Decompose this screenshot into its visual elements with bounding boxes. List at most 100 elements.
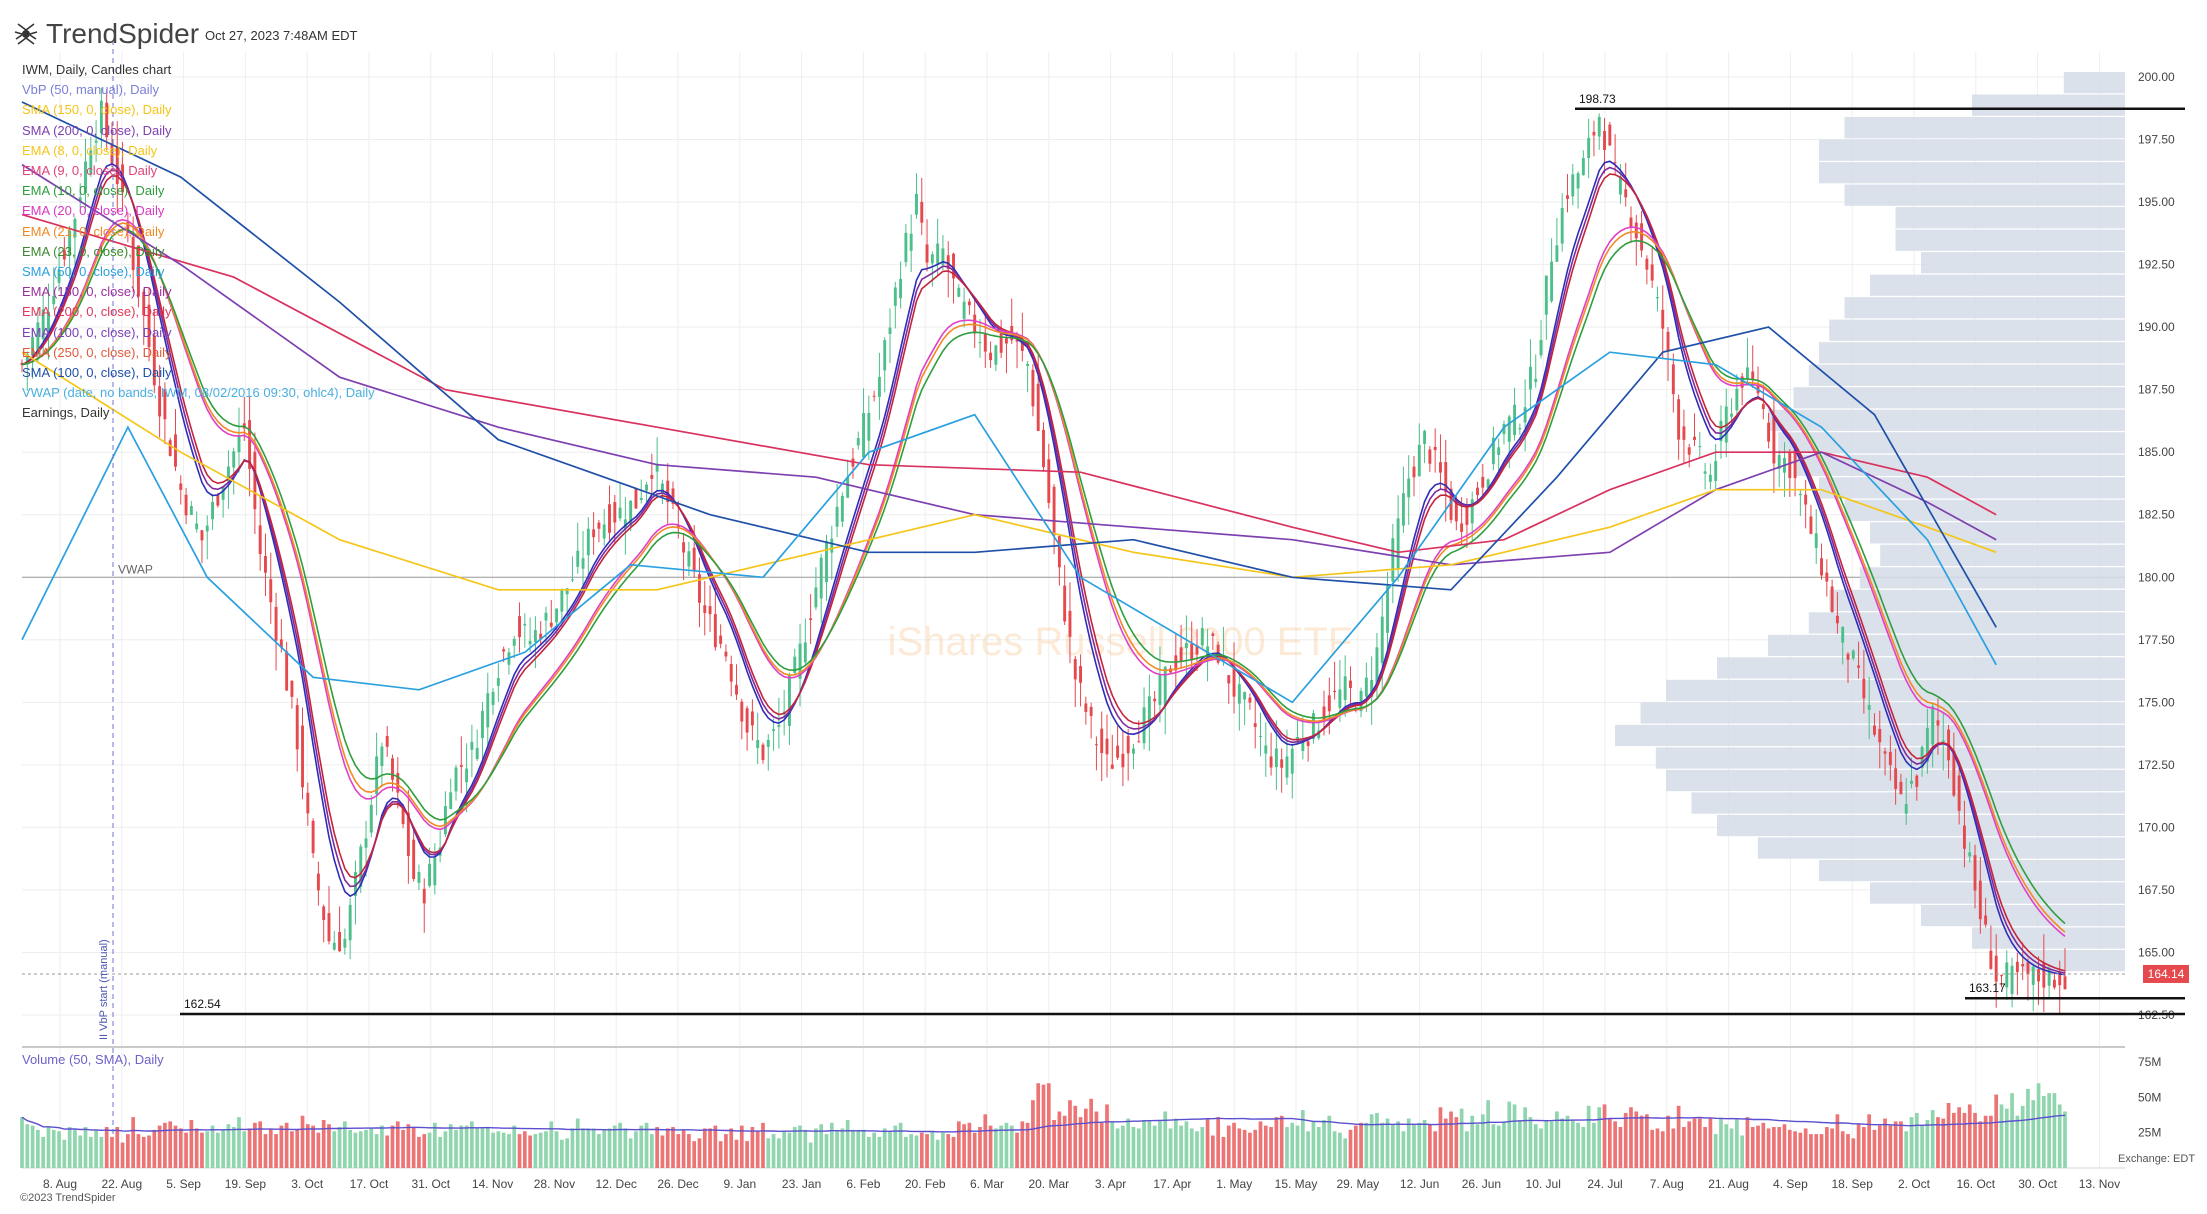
x-tick-label: 14. Nov (472, 1177, 513, 1191)
volume-bar (1750, 1127, 1755, 1168)
legend-item[interactable]: EMA (23, 0, close), Daily (22, 243, 165, 259)
volume-bar (1147, 1121, 1152, 1168)
candle-body (496, 678, 500, 686)
vbp-bar (1717, 657, 2125, 679)
volume-bar (1417, 1122, 1422, 1168)
vbp-bar (1768, 409, 2125, 431)
legend-item[interactable]: SMA (150, 0, close), Daily (22, 102, 172, 118)
volume-bar (470, 1121, 474, 1168)
volume-bar (1179, 1125, 1183, 1168)
volume-bar (168, 1121, 173, 1168)
candle-body (99, 100, 103, 134)
ma-line (21, 213, 1997, 554)
volume-bar (1697, 1118, 1702, 1168)
legend-item[interactable]: EMA (100, 0, close), Daily (22, 324, 172, 340)
volume-bar (888, 1131, 892, 1168)
candle-body (449, 792, 453, 810)
candle-body (1057, 536, 1061, 568)
volume-bar (1565, 1115, 1570, 1168)
volume-bar (321, 1119, 326, 1168)
volume-bar (358, 1131, 363, 1168)
y-tick-label: 180.00 (2138, 570, 2175, 584)
candle-body (105, 102, 109, 138)
volume-bar (554, 1131, 559, 1168)
candle-body (967, 301, 971, 306)
volume-bar (194, 1128, 199, 1168)
legend-item[interactable]: EMA (10, 0, close), Daily (22, 183, 165, 199)
legend-item[interactable]: EMA (9, 0, close), Daily (22, 163, 158, 179)
volume-tick-label: 50M (2138, 1090, 2161, 1104)
volume-bar (1115, 1128, 1120, 1168)
vbp-bar (1895, 207, 2125, 229)
legend-item[interactable]: VbP (50, manual), Daily (22, 82, 160, 98)
candle-body (639, 497, 643, 500)
candle-body (1835, 615, 1839, 624)
candle-body (491, 691, 495, 705)
legend-item[interactable]: EMA (150, 0, close), Daily (22, 284, 172, 300)
x-tick-label: 10. Jul (1526, 1177, 1561, 1191)
volume-bar (1232, 1122, 1236, 1168)
volume-bar (25, 1124, 30, 1168)
volume-bar (1877, 1125, 1882, 1168)
candle-body (396, 773, 400, 793)
candle-body (2021, 964, 2025, 967)
volume-bar (215, 1132, 220, 1168)
candle-body (31, 336, 35, 356)
candle-body (1804, 494, 1808, 505)
candle-body (1317, 730, 1321, 739)
volume-bar (1126, 1118, 1131, 1168)
current-price-tag (2143, 964, 2189, 983)
candle-body (475, 748, 479, 760)
vbp-bar (1819, 342, 2125, 364)
x-tick-label: 29. May (1336, 1177, 1379, 1191)
current-price-label: 164.14 (2148, 967, 2185, 981)
candle-body (1581, 158, 1585, 176)
candle-body (608, 504, 611, 533)
volume-bar (1332, 1131, 1337, 1168)
ma-line (21, 351, 1997, 591)
candle-body (1714, 461, 1718, 481)
volume-bar (951, 1136, 956, 1168)
candle-body (57, 269, 61, 283)
legend-item[interactable]: VWAP (date, no bands, IWM, 08/02/2016 09… (22, 385, 375, 401)
volume-bar (2015, 1115, 2020, 1168)
candle-body (1084, 703, 1088, 712)
volume-bar (78, 1135, 83, 1168)
legend-item[interactable]: SMA (200, 0, close), Daily (22, 122, 172, 138)
legend-item[interactable]: IWM, Daily, Candles chart (22, 62, 172, 77)
volume-bar (1772, 1127, 1776, 1168)
volume-bar (702, 1128, 707, 1168)
candle-body (740, 701, 744, 722)
legend-item[interactable]: EMA (200, 0, close), Daily (22, 304, 172, 320)
volume-bar (904, 1136, 908, 1168)
volume-bar (189, 1119, 194, 1168)
legend-item[interactable]: EMA (21, 0, close), Daily (22, 223, 165, 239)
legend-item[interactable]: SMA (100, 0, close), Daily (22, 365, 172, 381)
legend-item[interactable]: SMA (50, 0, close), Daily (22, 264, 165, 280)
volume-bar (967, 1122, 972, 1168)
volume-bar (1433, 1131, 1438, 1168)
candle-body (179, 483, 183, 490)
candle-body (909, 233, 913, 251)
volume-bar (1486, 1100, 1490, 1168)
legend-item[interactable]: EMA (250, 0, close), Daily (22, 344, 172, 360)
candle-body (597, 522, 601, 529)
candle-body (1867, 704, 1871, 710)
volume-bar (517, 1134, 522, 1168)
volume-bar (141, 1136, 146, 1168)
volume-bar (1708, 1118, 1713, 1168)
vbp-bar (1921, 252, 2125, 274)
candle-body (2000, 975, 2003, 977)
legend-item[interactable]: EMA (20, 0, close), Daily (22, 203, 165, 219)
candle-body (1682, 426, 1686, 440)
volume-bar (268, 1128, 273, 1168)
candle-body (1587, 137, 1591, 159)
legend-item[interactable]: Earnings, Daily (22, 405, 110, 421)
legend-item[interactable]: EMA (8, 0, close), Daily (22, 142, 158, 158)
volume-bar (104, 1127, 109, 1168)
vbp-bar (1768, 634, 2125, 657)
volume-bar (343, 1121, 347, 1168)
volume-bar (1057, 1111, 1062, 1168)
volume-bar (374, 1134, 379, 1168)
